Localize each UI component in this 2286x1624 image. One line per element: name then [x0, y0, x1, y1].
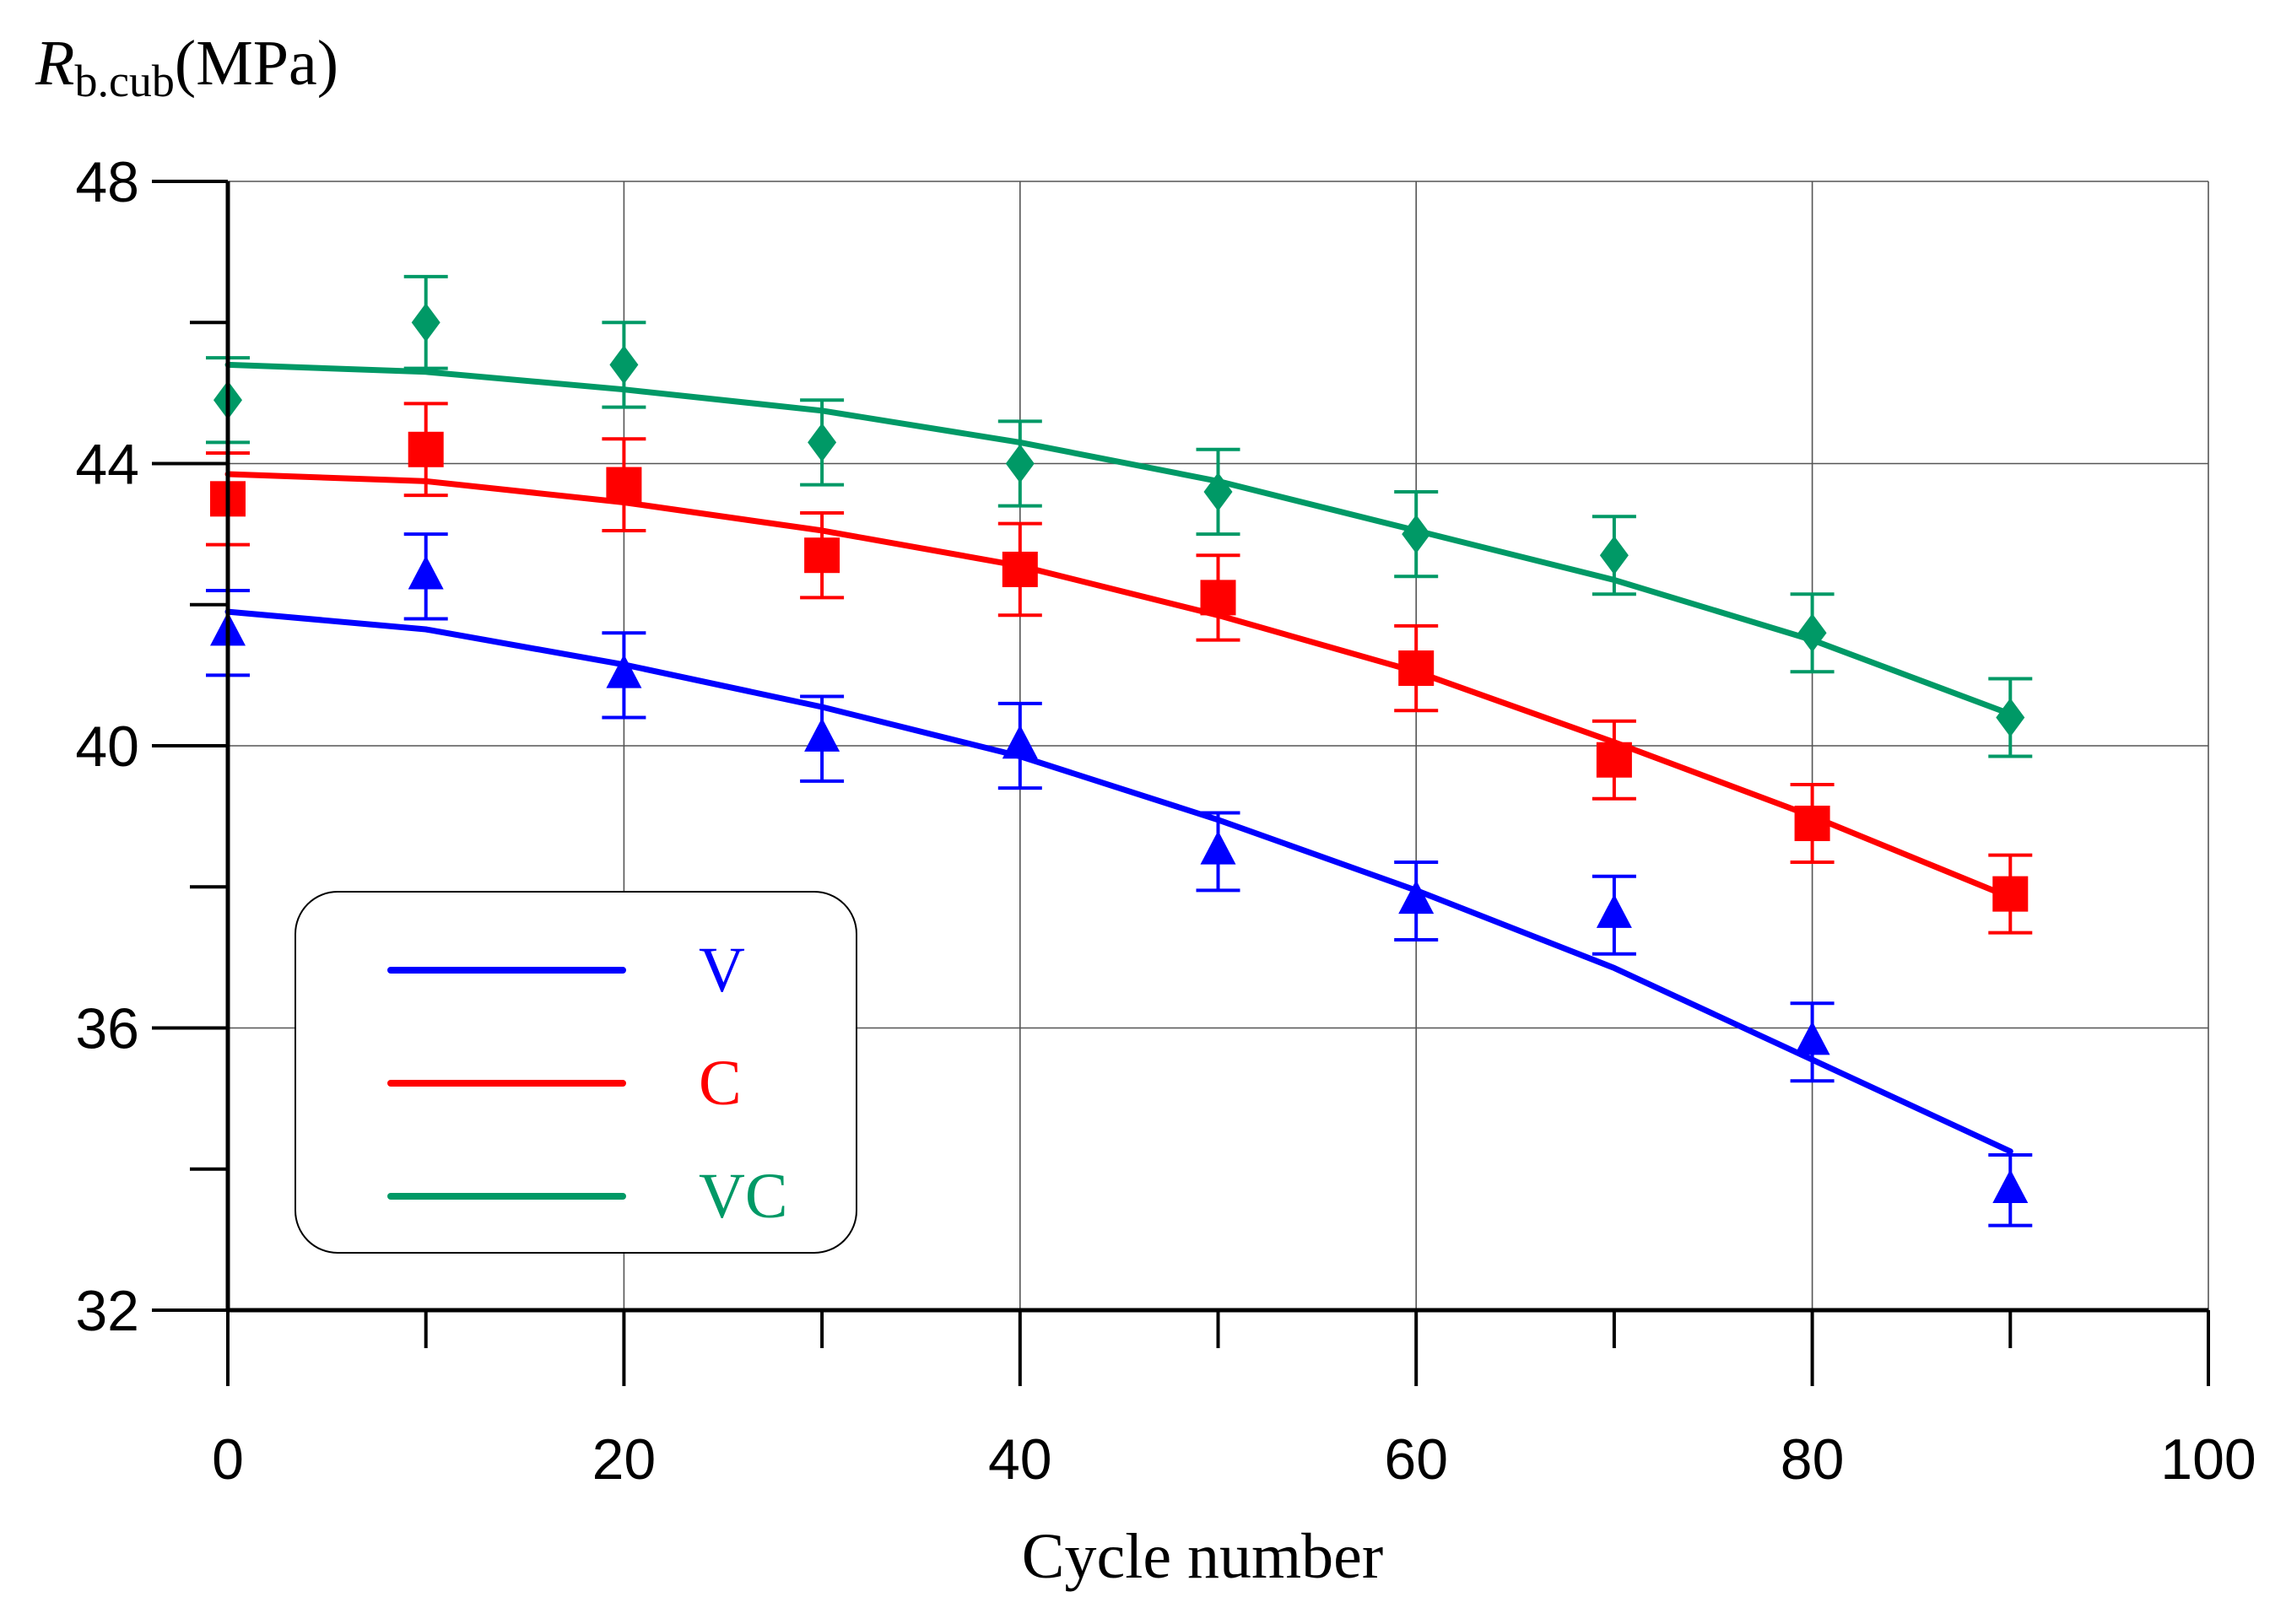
marker-vc	[1797, 613, 1827, 653]
marker-vc	[1402, 515, 1431, 554]
marker-v	[606, 654, 642, 688]
legend-box	[295, 891, 857, 1254]
marker-v	[408, 555, 444, 590]
y-axis-label-subscript: b.cub	[74, 56, 174, 106]
x-axis-label: Cycle number	[1022, 1521, 1383, 1592]
y-tick-label: 48	[75, 150, 139, 214]
marker-c	[606, 467, 642, 503]
x-tick-label: 0	[212, 1427, 244, 1492]
legend-label-c: C	[699, 1048, 742, 1119]
legend-label-v: V	[699, 935, 745, 1006]
x-tick-label: 20	[592, 1427, 657, 1492]
marker-vc	[609, 345, 639, 385]
marker-v	[1794, 1021, 1830, 1055]
legend: VC VC	[295, 891, 857, 1254]
marker-v	[804, 717, 840, 752]
fit-line-c	[224, 471, 2013, 901]
x-tick-label: 80	[1781, 1427, 1845, 1492]
marker-vc	[1996, 698, 2025, 737]
marker-c	[1794, 805, 1830, 841]
marker-c	[1002, 551, 1038, 587]
marker-vc	[808, 423, 837, 462]
y-tick-label: 40	[75, 715, 139, 779]
marker-c	[408, 431, 444, 467]
marker-v	[1200, 830, 1236, 865]
tick-labels: 32 36 40 44 48 0 20 40 60 80 100	[75, 150, 2256, 1492]
y-axis-label-unit: (MPa)	[175, 28, 338, 99]
y-axis-label: Rb.cub(MPa)	[35, 28, 338, 106]
marker-v	[1596, 893, 1632, 928]
marker-c	[804, 537, 840, 574]
fit-curves	[224, 361, 2013, 1155]
y-tick-label: 44	[75, 433, 139, 497]
marker-vc	[411, 303, 440, 343]
marker-c	[1398, 650, 1435, 687]
marker-vc	[1599, 536, 1629, 575]
marker-v	[1398, 880, 1435, 915]
marker-c	[1596, 742, 1632, 778]
marker-c	[1200, 580, 1236, 616]
legend-label-vc: VC	[699, 1161, 788, 1232]
axes	[152, 180, 2210, 1386]
marker-vc	[1203, 472, 1233, 511]
marker-c	[1992, 876, 2029, 912]
fit-line-vc	[224, 361, 2013, 717]
y-axis-label-symbol: R	[35, 28, 74, 99]
x-tick-label: 40	[988, 1427, 1052, 1492]
fit-line-v	[224, 608, 2013, 1155]
y-tick-label: 32	[75, 1279, 139, 1343]
y-tick-label: 36	[75, 997, 139, 1061]
x-tick-label: 100	[2160, 1427, 2256, 1492]
x-tick-label: 60	[1384, 1427, 1448, 1492]
marker-v	[1002, 725, 1038, 759]
marker-v	[1992, 1169, 2029, 1204]
marker-vc	[1005, 444, 1035, 483]
